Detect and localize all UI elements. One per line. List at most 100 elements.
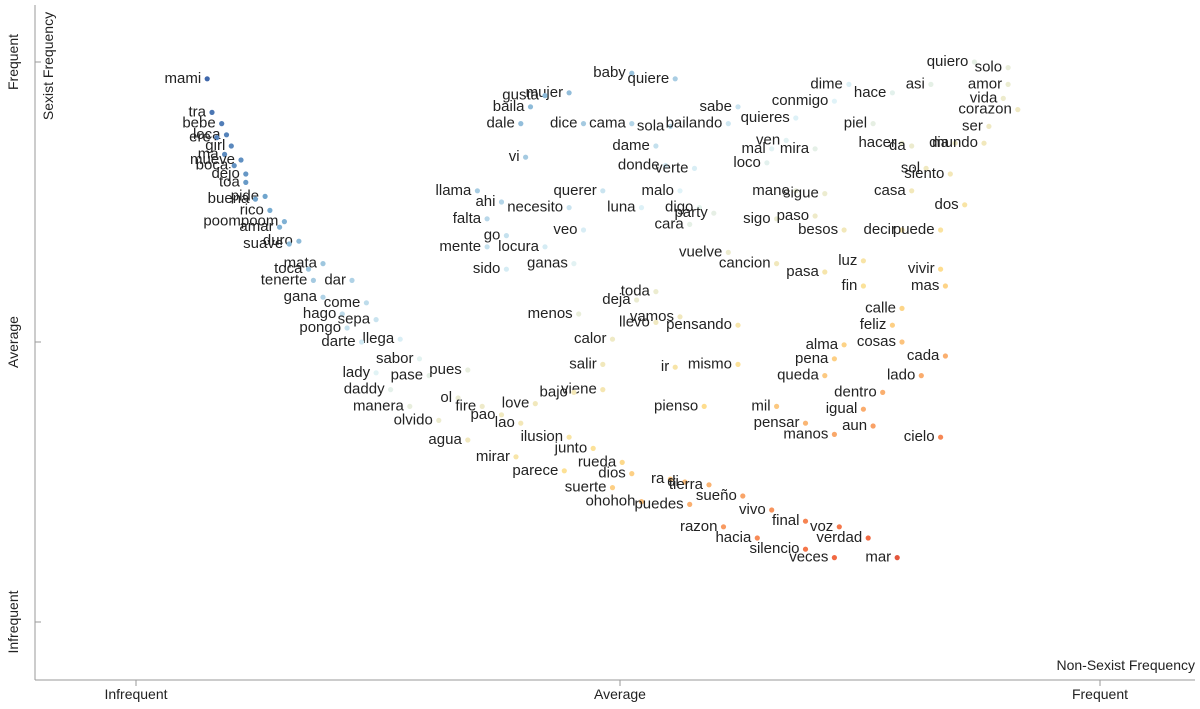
point-party [711,210,717,216]
point-mueve [238,157,244,163]
point-daddy [388,387,394,393]
point-cada [942,353,949,359]
point-label-da: da [889,137,906,154]
point-baila [527,104,534,110]
point-quiere [672,76,678,82]
point-pensar [802,420,809,426]
point-label-alma: alma [806,336,839,353]
point-vivir [938,266,944,272]
point-label-ven: ven [756,131,780,148]
point-dejo [243,171,249,177]
point-buena [252,196,258,202]
point-pena [831,356,838,362]
point-label-love: love [502,395,530,412]
point-label-sol: sol [901,159,920,176]
point-amor [1005,81,1011,87]
point-suave [286,241,292,247]
point-label-hacia: hacia [715,529,752,546]
point-mente [484,244,490,250]
point-label-daddy: daddy [344,381,385,398]
point-label-verdad: verdad [816,529,862,546]
point-quiero [971,59,978,65]
point-mundo [981,140,987,146]
point-querer [600,188,606,194]
point-suerte [609,485,616,491]
point-label-cosas: cosas [857,333,896,350]
point-sepa [373,317,379,323]
point-label-darte: darte [321,333,355,350]
point-label-hace: hace [854,84,887,101]
x-axis-title: Non-Sexist Frequency [1056,657,1195,673]
point-dia [952,140,958,146]
point-manos [831,431,838,437]
point-label-aun: aun [842,417,867,434]
point-mismo [735,361,741,367]
point-label-malo: malo [641,182,674,199]
y-tick-label-infrequent: Infrequent [5,590,21,653]
point-mano [793,188,799,194]
point-label-mente: mente [439,238,481,255]
point-label-buena: buena [208,190,250,207]
point-olvido [436,417,442,423]
point-label-lao: lao [495,414,515,431]
point-boca [231,163,237,169]
point-label-pienso: pienso [654,397,698,414]
point-mira [812,146,818,152]
point-sigue [822,191,828,197]
point-dale [518,121,524,127]
point-sido [503,266,509,272]
point-digo [696,205,703,211]
point-label-pasa: pasa [786,263,819,280]
point-malo [677,188,683,194]
point-baby [629,70,635,76]
point-label-bebe: bebe [182,115,215,132]
point-label-ere: ere [189,129,211,146]
point-label-calor: calor [574,330,607,347]
point-label-loco: loco [733,154,761,171]
point-dar [349,277,355,283]
point-label-mar: mar [865,549,891,566]
point-asi [928,81,934,87]
point-verte [691,165,698,171]
point-pase [426,373,432,379]
point-label-pensar: pensar [754,414,800,431]
point-mata [320,261,326,267]
point-label-vi: vi [509,148,520,165]
point-label-besos: besos [798,221,838,238]
point-love [532,401,538,407]
point-label-sabe: sabe [699,98,732,115]
point-label-quieres: quieres [741,109,790,126]
point-solo [1005,65,1011,71]
point-label-fire: fire [455,397,476,414]
point-label-igual: igual [826,400,858,417]
point-luna [638,205,645,211]
point-sabor [416,356,423,362]
point-pensando [735,322,741,328]
point-label-vivo: vivo [739,501,766,518]
y-tick-label-average: Average [5,316,21,368]
point-label-suave: suave [243,235,283,252]
point-label-razon: razon [680,518,718,535]
point-hace [889,90,896,96]
point-ilusion [566,434,572,440]
point-label-junto: junto [554,439,588,456]
point-label-mismo: mismo [688,355,732,372]
y-tick-label-frequent: Frequent [5,34,21,90]
point-llama [474,188,480,194]
point-locura [542,244,548,250]
point-toa [243,179,249,185]
point-label-duro: duro [263,232,293,249]
point-label-pao: pao [470,406,495,423]
point-ir [672,364,678,370]
point-falta [484,216,490,222]
point-loca [223,132,230,138]
point-label-decir: decir [863,221,896,238]
point-tierra [706,482,712,488]
point-label-baby: baby [593,64,626,81]
point-ol [455,395,461,401]
point-label-querer: querer [553,182,596,199]
point-da [909,143,915,149]
point-label-cada: cada [907,347,940,364]
point-label-mano: mano [752,182,790,199]
